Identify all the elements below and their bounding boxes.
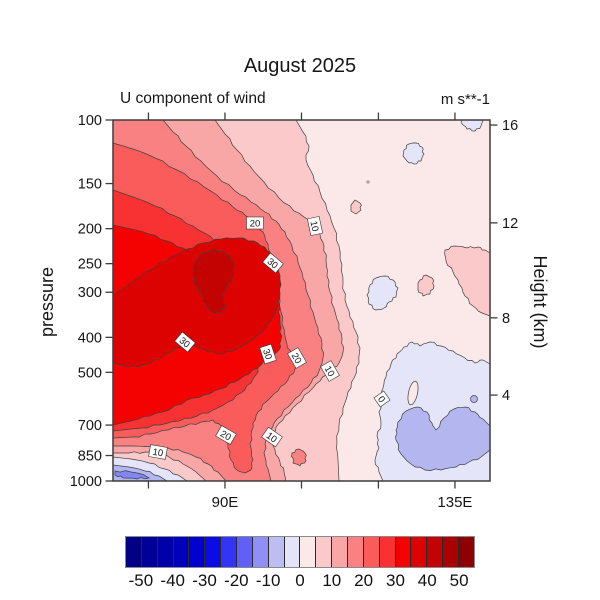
colorbar-cell xyxy=(316,537,333,567)
pink-patch-tiny xyxy=(350,199,362,215)
contour-band-ge40 xyxy=(192,249,235,314)
colorbar-tick-label: 20 xyxy=(354,571,374,590)
contour-label: 30 xyxy=(259,343,277,365)
contour-label: 20 xyxy=(287,347,307,369)
colorbar-cell xyxy=(126,537,142,567)
blue-region-inner xyxy=(395,406,490,471)
colorbar-cell xyxy=(189,537,206,567)
svg-text:10: 10 xyxy=(307,220,320,233)
contour-label: 30 xyxy=(262,252,284,274)
svg-text:10: 10 xyxy=(264,430,279,445)
colorbar-cell xyxy=(427,537,444,567)
blue-dot-right-edge xyxy=(470,395,478,403)
pressure-tick-label: 250 xyxy=(78,257,102,273)
contour-band-ge35 xyxy=(113,237,282,368)
colorbar-tick-label: -10 xyxy=(255,571,281,590)
colorbar-tick-label: -30 xyxy=(192,571,217,590)
svg-text:20: 20 xyxy=(289,351,304,366)
pressure-tick-label: 850 xyxy=(78,449,102,465)
colorbar-cell xyxy=(252,537,269,567)
pink-patch-right-edge xyxy=(444,245,490,317)
pink-speck xyxy=(366,180,370,184)
blue-blob-top xyxy=(402,142,425,165)
colorbar-tick-label: -20 xyxy=(224,571,249,590)
contour-label: 30 xyxy=(174,331,196,353)
colorbar-cell xyxy=(237,537,253,567)
height-tick-label: 16 xyxy=(502,118,518,134)
colorbar-cell xyxy=(205,537,222,567)
colorbar-cell xyxy=(363,537,380,567)
svg-text:20: 20 xyxy=(250,219,261,230)
colorbar-cell xyxy=(443,537,460,567)
longitude-tick-label: 90E xyxy=(212,494,239,511)
pressure-tick-label: 150 xyxy=(78,177,102,193)
pressure-tick-label: 700 xyxy=(78,418,102,434)
colorbar-cell xyxy=(284,537,301,567)
pressure-tick-label: 100 xyxy=(78,113,102,129)
longitude-tick-label: 135E xyxy=(437,494,472,511)
colorbar-cell xyxy=(268,537,285,567)
svg-text:30: 30 xyxy=(260,348,274,361)
variable-subtitle: U component of wind xyxy=(120,90,266,107)
colorbar-cell xyxy=(395,537,412,567)
blue-blob-mid-right xyxy=(366,275,399,311)
colorbar-cell xyxy=(459,537,474,567)
contour-label: 10 xyxy=(320,360,340,382)
contour-label: 20 xyxy=(215,425,237,445)
units-label: m s**-1 xyxy=(440,91,490,108)
colorbar-cell xyxy=(348,537,364,567)
colorbar-cell xyxy=(332,537,349,567)
pink-patch-small xyxy=(417,274,435,297)
pressure-tick-label: 1000 xyxy=(70,474,102,490)
contour-label: 20 xyxy=(246,216,264,230)
colorbar-tick-label: -40 xyxy=(160,571,185,590)
height-tick-label: 4 xyxy=(502,388,510,404)
colorbar-cell xyxy=(300,537,317,567)
blue-corner-core xyxy=(114,470,150,480)
svg-text:0: 0 xyxy=(375,394,387,405)
contour-label: 10 xyxy=(261,426,283,448)
blue-sliver-top-corner xyxy=(460,120,484,132)
pressure-axis-label: pressure xyxy=(37,266,57,338)
pressure-tick-label: 300 xyxy=(78,285,102,301)
colorbar-tick-label: 0 xyxy=(295,571,305,590)
svg-text:10: 10 xyxy=(322,364,337,379)
contour-label: 10 xyxy=(307,216,323,236)
colorbar-cell xyxy=(221,537,238,567)
blue-region-hole xyxy=(407,380,419,406)
contour-label: 10 xyxy=(148,444,168,460)
colorbar xyxy=(125,536,475,568)
height-tick-label: 8 xyxy=(502,311,510,327)
colorbar-tick-label: 50 xyxy=(449,571,469,590)
colorbar-cell xyxy=(173,537,190,567)
colorbar-cell xyxy=(157,537,174,567)
pressure-tick-label: 400 xyxy=(78,330,102,346)
colorbar-tick-label: 10 xyxy=(322,571,342,590)
pressure-tick-label: 500 xyxy=(78,365,102,381)
plot-title: August 2025 xyxy=(243,55,357,77)
pressure-tick-label: 200 xyxy=(78,222,102,238)
colorbar-tick-label: 40 xyxy=(417,571,437,590)
colorbar-tick-label: -50 xyxy=(128,571,154,590)
colorbar-cell xyxy=(379,537,396,567)
contour-label: 0 xyxy=(373,390,391,408)
height-tick-label: 12 xyxy=(502,216,518,232)
svg-text:20: 20 xyxy=(218,429,233,444)
colorbar-cell xyxy=(141,537,158,567)
colorbar-tick-label: 30 xyxy=(385,571,405,590)
pink-patch-bottom xyxy=(291,448,307,467)
colorbar-cell xyxy=(411,537,428,567)
svg-text:10: 10 xyxy=(152,447,164,460)
